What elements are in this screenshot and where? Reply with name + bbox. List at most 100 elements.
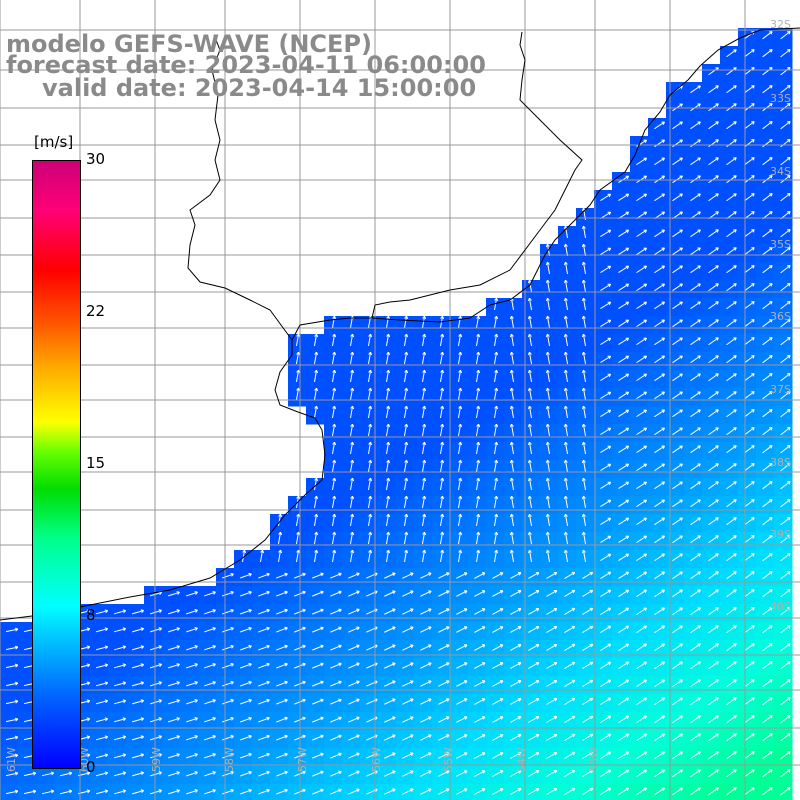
wind-arrow xyxy=(672,175,683,184)
wind-arrow xyxy=(421,531,427,545)
wind-arrow xyxy=(276,644,288,651)
wind-arrow xyxy=(313,351,319,365)
wind-arrow xyxy=(564,589,576,597)
wind-arrow xyxy=(203,608,216,615)
wind-arrow xyxy=(600,319,612,328)
wind-arrow xyxy=(654,409,665,418)
wind-arrow xyxy=(527,405,533,419)
wind-arrow xyxy=(780,534,791,544)
wind-arrow xyxy=(654,283,665,292)
wind-arrow xyxy=(636,319,648,328)
wind-arrow xyxy=(780,624,791,634)
wind-arrow xyxy=(131,645,145,651)
wind-arrow xyxy=(762,247,773,256)
wind-arrow xyxy=(744,787,755,796)
wind-arrow xyxy=(331,315,337,329)
wind-arrow xyxy=(636,625,648,634)
wind-arrow xyxy=(348,590,360,597)
wind-arrow xyxy=(185,663,198,669)
wind-arrow xyxy=(744,85,755,94)
wind-arrow xyxy=(582,571,594,579)
wind-speed-cell xyxy=(468,784,487,800)
wind-arrow xyxy=(528,715,540,723)
wind-arrow xyxy=(780,120,791,130)
wind-arrow xyxy=(744,697,755,706)
wind-arrow xyxy=(672,319,683,328)
wind-arrow xyxy=(672,481,683,490)
wind-arrow xyxy=(780,84,791,94)
wind-arrow xyxy=(726,499,737,508)
wind-arrow xyxy=(492,572,504,579)
wind-arrow xyxy=(672,373,683,382)
wind-arrow xyxy=(708,85,719,94)
wind-arrow xyxy=(384,644,396,651)
wind-arrow xyxy=(312,590,324,597)
wind-arrow xyxy=(563,423,569,437)
wind-arrow xyxy=(636,697,648,706)
wind-arrow xyxy=(475,351,481,365)
wind-arrow xyxy=(420,770,432,777)
wind-arrow xyxy=(654,463,665,472)
wind-arrow xyxy=(762,283,773,292)
wind-arrow xyxy=(240,590,252,597)
wind-arrow xyxy=(402,788,414,795)
wind-arrow xyxy=(654,697,665,706)
wind-arrow xyxy=(331,423,337,437)
wind-arrow xyxy=(563,279,569,293)
wind-arrow xyxy=(493,531,499,545)
wind-arrow xyxy=(403,531,409,545)
wind-arrow xyxy=(546,589,558,597)
wind-arrow xyxy=(493,333,499,347)
wind-arrow xyxy=(295,387,301,401)
wind-arrow xyxy=(672,697,683,706)
wind-arrow xyxy=(131,663,145,669)
wind-arrow xyxy=(654,607,665,616)
wind-arrow xyxy=(384,572,396,579)
wind-arrow xyxy=(780,642,791,652)
wind-arrow xyxy=(726,427,737,436)
wind-arrow xyxy=(780,462,791,472)
wind-arrow xyxy=(527,387,533,401)
wind-arrow xyxy=(690,607,701,616)
wind-arrow xyxy=(546,571,558,579)
wind-arrow xyxy=(185,789,198,795)
wind-arrow xyxy=(690,499,701,508)
wind-arrow xyxy=(744,553,755,562)
wind-arrow xyxy=(654,391,665,400)
wind-arrow xyxy=(527,477,533,491)
wind-arrow xyxy=(618,517,630,526)
wind-arrow xyxy=(708,589,719,598)
wind-arrow xyxy=(672,121,683,130)
wind-arrow xyxy=(672,499,683,508)
wind-arrow xyxy=(457,405,463,419)
wind-arrow xyxy=(241,549,247,563)
wind-arrow xyxy=(618,499,630,508)
wind-arrow xyxy=(744,121,755,130)
wind-arrow xyxy=(762,643,773,652)
wind-arrow xyxy=(563,513,569,527)
wind-arrow xyxy=(744,391,755,400)
wind-arrow xyxy=(618,787,630,796)
wind-speed-cell xyxy=(630,784,649,800)
wind-arrow xyxy=(149,717,162,723)
wind-arrow xyxy=(438,572,450,579)
lat-label: 40S xyxy=(770,600,791,613)
wind-arrow xyxy=(618,175,630,184)
wind-arrow xyxy=(545,513,551,527)
wind-arrow xyxy=(636,355,648,364)
wind-arrow xyxy=(744,265,755,274)
wind-arrow xyxy=(726,697,737,706)
wind-arrow xyxy=(385,495,391,509)
wind-arrow xyxy=(349,441,355,455)
wind-arrow xyxy=(313,369,319,383)
wind-arrow xyxy=(367,549,373,563)
wind-arrow xyxy=(726,535,737,544)
wind-arrow xyxy=(744,517,755,526)
wind-arrow xyxy=(492,608,504,615)
wind-arrow xyxy=(475,315,481,329)
wind-arrow xyxy=(367,459,373,473)
wind-arrow xyxy=(690,229,701,238)
wind-arrow xyxy=(185,681,198,687)
wind-arrow xyxy=(439,369,445,383)
wind-arrow xyxy=(475,441,481,455)
